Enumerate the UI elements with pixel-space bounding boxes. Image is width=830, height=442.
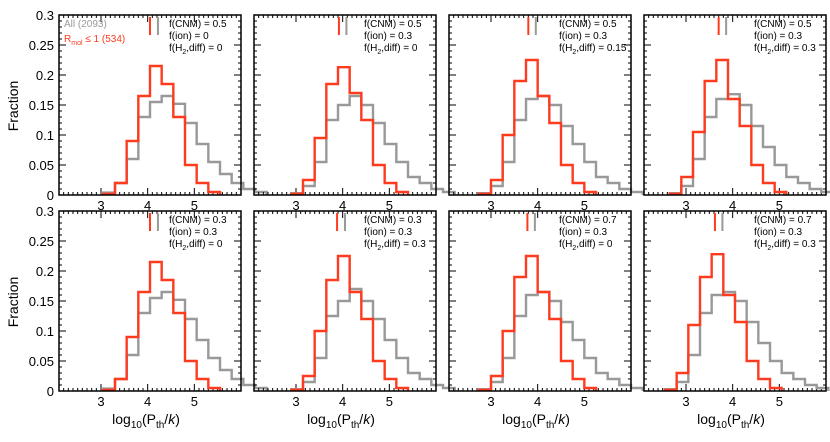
panel-2-1: f(CNM) = 0.3f(ion) = 0.3f(H2,diff) = 0 3 4… (29, 204, 268, 431)
panel-annotation: f(CNM) = 0.5 (754, 19, 812, 30)
y-tick-label: 0.15 (29, 98, 54, 113)
y-tick-label: 0.25 (29, 38, 54, 53)
x-tick-label: 4 (534, 198, 541, 213)
y-tick-label: 0.2 (36, 264, 54, 279)
x-tick-label: 3 (292, 198, 299, 213)
xlabel: log10(Pth/k) (697, 411, 765, 431)
panel-annotation: f(ion) = 0.3 (754, 31, 803, 42)
panel-annotation: f(CNM) = 0.5 (559, 19, 617, 30)
x-tick-label: 3 (97, 198, 104, 213)
histogram-rmol (663, 253, 783, 391)
xlabel: log10(Pth/k) (307, 411, 375, 431)
panel-1-2: f(CNM) = 0.5f(ion) = 0.3f(H2,diff) = 0 3 4… (253, 14, 456, 213)
panel-annotation: f(ion) = 0.3 (169, 227, 218, 238)
x-tick-label: 5 (191, 198, 198, 213)
y-tick-label: 0.3 (36, 8, 54, 23)
histogram-rmol (290, 66, 410, 195)
x-tick-label: 4 (144, 394, 151, 409)
xlabel: log10(Pth/k) (112, 411, 180, 431)
histogram-rmol (478, 254, 598, 391)
panel-annotation: f(H2,diff) = 0 (169, 239, 223, 252)
x-tick-label: 4 (534, 394, 541, 409)
panel-annotation: f(H2,diff) = 0 (169, 43, 223, 56)
panel-grid: f(CNM) = 0.5f(ion) = 0f(H2,diff) = 03 4 50… (29, 8, 830, 431)
x-tick-label: 4 (729, 198, 736, 213)
legend-all: All (2093) (64, 19, 107, 30)
y-tick-label: 0.3 (36, 204, 54, 219)
x-tick-label: 5 (581, 394, 588, 409)
x-tick-label: 3 (682, 394, 689, 409)
ylabel-bottom: Fraction (5, 277, 21, 328)
x-tick-label: 4 (339, 394, 346, 409)
y-tick-label: 0.15 (29, 294, 54, 309)
x-tick-label: 3 (487, 394, 494, 409)
panel-annotation: f(CNM) = 0.3 (364, 215, 422, 226)
x-tick-label: 4 (729, 394, 736, 409)
ylabel-top: Fraction (5, 81, 21, 132)
histogram-rmol (102, 260, 222, 391)
x-tick-label: 5 (191, 394, 198, 409)
histogram-rmol (290, 254, 410, 391)
y-tick-label: 0.2 (36, 68, 54, 83)
histogram-rmol (102, 64, 222, 195)
x-tick-label: 3 (97, 394, 104, 409)
panel-frame (448, 14, 632, 196)
panel-annotation: f(H2,diff) = 0.3 (754, 43, 816, 56)
panel-frame (448, 210, 632, 392)
panel-2-3: f(CNM) = 0.7f(ion) = 0.3f(H2,diff) = 0 3 4… (448, 210, 644, 431)
panel-frame (643, 14, 827, 196)
legend-rmol: Rmol ≤ 1 (534) (64, 34, 125, 47)
y-tick-label: 0.05 (29, 158, 54, 173)
panel-frame (58, 14, 242, 196)
x-tick-label: 3 (487, 198, 494, 213)
panel-frame (58, 210, 242, 392)
histogram-rmol (478, 58, 598, 195)
panel-annotation: f(CNM) = 0.3 (169, 215, 227, 226)
panel-annotation: f(H2,diff) = 0 (559, 239, 613, 252)
histogram-rmol (668, 58, 788, 195)
x-tick-label: 5 (776, 198, 783, 213)
x-tick-label: 3 (292, 394, 299, 409)
panel-2-4: f(CNM) = 0.7f(ion) = 0.3f(H2,diff) = 0.3… (643, 210, 830, 431)
panel-annotation: f(H2,diff) = 0.15 (559, 43, 627, 56)
panel-annotation: f(H2,diff) = 0.3 (364, 239, 426, 252)
panel-annotation: f(CNM) = 0.7 (559, 215, 617, 226)
panel-2-2: f(CNM) = 0.3f(ion) = 0.3f(H2,diff) = 0.3… (253, 210, 456, 431)
y-tick-label: 0 (47, 188, 54, 203)
panel-frame (643, 210, 827, 392)
y-tick-label: 0 (47, 384, 54, 399)
panel-annotation: f(ion) = 0.3 (754, 227, 803, 238)
panel-annotation: f(ion) = 0 (169, 31, 209, 42)
x-tick-label: 5 (386, 394, 393, 409)
panel-1-1: f(CNM) = 0.5f(ion) = 0f(H2,diff) = 0 3 4 5 0… (29, 8, 268, 213)
panel-annotation: f(CNM) = 0.5 (364, 19, 422, 30)
y-tick-label: 0.05 (29, 354, 54, 369)
xlabel: log10(Pth/k) (502, 411, 570, 431)
panel-annotation: f(ion) = 0.3 (364, 227, 413, 238)
y-tick-label: 0.1 (36, 324, 54, 339)
panel-frame (253, 210, 437, 392)
panel-annotation: f(ion) = 0.3 (559, 31, 608, 42)
x-tick-label: 3 (682, 198, 689, 213)
panel-frame (253, 14, 437, 196)
panel-1-4: f(CNM) = 0.5f(ion) = 0.3f(H2,diff) = 0.3… (643, 14, 830, 213)
panel-annotation: f(H2,diff) = 0 (364, 43, 418, 56)
x-tick-label: 4 (339, 198, 346, 213)
panel-1-3: f(CNM) = 0.5f(ion) = 0.3f(H2,diff) = 0.1… (448, 14, 644, 213)
panel-annotation: f(ion) = 0.3 (559, 227, 608, 238)
y-tick-label: 0.25 (29, 234, 54, 249)
x-tick-label: 4 (144, 198, 151, 213)
panel-annotation: f(CNM) = 0.5 (169, 19, 227, 30)
x-tick-label: 5 (386, 198, 393, 213)
panel-annotation: f(CNM) = 0.7 (754, 215, 812, 226)
panel-annotation: f(H2,diff) = 0.3 (754, 239, 816, 252)
x-tick-label: 5 (776, 394, 783, 409)
x-tick-label: 5 (581, 198, 588, 213)
panel-annotation: f(ion) = 0.3 (364, 31, 413, 42)
y-tick-label: 0.1 (36, 128, 54, 143)
